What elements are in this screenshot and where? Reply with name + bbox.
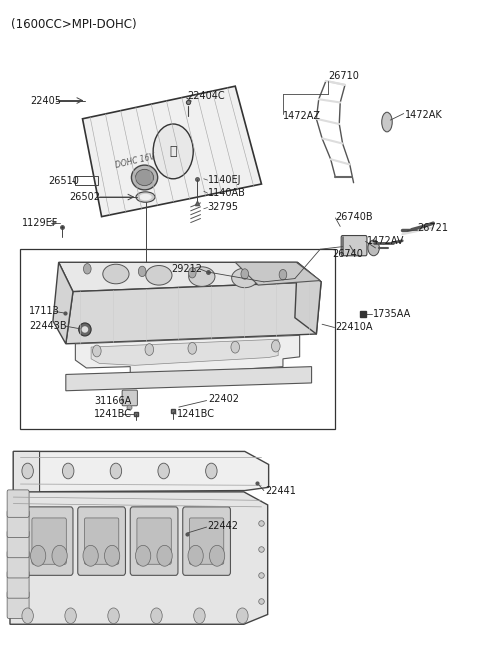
Circle shape <box>241 269 249 279</box>
Text: 22441: 22441 <box>265 485 296 496</box>
Circle shape <box>279 269 287 280</box>
Text: (1600CC>MPI-DOHC): (1600CC>MPI-DOHC) <box>11 18 136 31</box>
Ellipse shape <box>136 192 155 202</box>
Text: 26740: 26740 <box>332 250 363 259</box>
Text: 1472AV: 1472AV <box>366 236 404 246</box>
Text: 31166A: 31166A <box>95 396 132 405</box>
Circle shape <box>194 608 205 624</box>
FancyBboxPatch shape <box>122 390 137 405</box>
Text: 1735AA: 1735AA <box>372 309 411 320</box>
Polygon shape <box>295 262 321 334</box>
Circle shape <box>151 608 162 624</box>
FancyBboxPatch shape <box>7 591 29 618</box>
Circle shape <box>188 546 203 566</box>
Ellipse shape <box>82 326 88 333</box>
Polygon shape <box>59 262 321 291</box>
Ellipse shape <box>146 265 172 285</box>
Circle shape <box>138 266 146 276</box>
Ellipse shape <box>382 112 392 132</box>
Text: 22402: 22402 <box>208 394 239 404</box>
Ellipse shape <box>103 264 129 284</box>
FancyBboxPatch shape <box>341 236 367 255</box>
Circle shape <box>205 463 217 479</box>
Text: 1129EF: 1129EF <box>22 218 58 228</box>
FancyBboxPatch shape <box>78 507 125 575</box>
Circle shape <box>188 343 197 354</box>
FancyBboxPatch shape <box>7 531 29 558</box>
Circle shape <box>135 546 151 566</box>
Circle shape <box>22 463 34 479</box>
Polygon shape <box>13 451 39 494</box>
Ellipse shape <box>79 323 91 336</box>
FancyBboxPatch shape <box>190 518 224 564</box>
Polygon shape <box>91 339 278 365</box>
Text: 22443B: 22443B <box>29 321 67 331</box>
Polygon shape <box>66 367 312 391</box>
Circle shape <box>231 341 240 353</box>
FancyBboxPatch shape <box>32 518 66 564</box>
Text: 26710: 26710 <box>328 71 359 81</box>
FancyBboxPatch shape <box>7 571 29 598</box>
Circle shape <box>31 546 46 566</box>
Circle shape <box>62 463 74 479</box>
Text: 26502: 26502 <box>70 192 101 202</box>
Ellipse shape <box>232 268 258 288</box>
FancyBboxPatch shape <box>25 507 73 575</box>
Circle shape <box>157 546 172 566</box>
Text: 1472AK: 1472AK <box>405 110 443 120</box>
Circle shape <box>145 344 154 356</box>
Text: 1241BC: 1241BC <box>177 409 215 419</box>
Polygon shape <box>13 451 269 492</box>
Circle shape <box>22 608 34 624</box>
Circle shape <box>93 345 101 357</box>
Text: 1241BC: 1241BC <box>95 409 132 419</box>
Text: 22442: 22442 <box>207 521 239 531</box>
Circle shape <box>153 124 193 179</box>
FancyBboxPatch shape <box>7 490 29 517</box>
FancyBboxPatch shape <box>7 510 29 538</box>
Circle shape <box>84 263 91 274</box>
Circle shape <box>110 463 121 479</box>
FancyBboxPatch shape <box>137 518 171 564</box>
Circle shape <box>272 340 280 352</box>
Circle shape <box>209 546 225 566</box>
Text: 26721: 26721 <box>418 223 448 233</box>
Circle shape <box>368 240 379 255</box>
Ellipse shape <box>189 267 215 286</box>
Polygon shape <box>83 86 262 217</box>
Polygon shape <box>66 282 321 344</box>
Text: 22405: 22405 <box>30 96 61 105</box>
Circle shape <box>237 608 248 624</box>
Text: 26510: 26510 <box>48 176 79 186</box>
FancyBboxPatch shape <box>7 551 29 578</box>
FancyBboxPatch shape <box>130 507 178 575</box>
Text: 1140AB: 1140AB <box>207 188 245 198</box>
Circle shape <box>65 608 76 624</box>
Ellipse shape <box>132 165 157 190</box>
Text: 32795: 32795 <box>207 202 239 212</box>
Text: 29212: 29212 <box>171 264 202 274</box>
Text: DOHC 16V: DOHC 16V <box>114 152 156 170</box>
Polygon shape <box>75 335 300 377</box>
Text: 22404C: 22404C <box>188 91 225 101</box>
Circle shape <box>83 546 98 566</box>
Polygon shape <box>10 492 268 624</box>
Text: 26740B: 26740B <box>336 212 373 221</box>
Polygon shape <box>235 262 320 285</box>
Polygon shape <box>53 262 73 344</box>
Text: Ⓗ: Ⓗ <box>169 145 177 158</box>
Text: 1472AZ: 1472AZ <box>283 111 321 121</box>
Circle shape <box>52 546 67 566</box>
Circle shape <box>189 267 196 278</box>
FancyBboxPatch shape <box>183 507 230 575</box>
Ellipse shape <box>139 194 152 200</box>
Text: 1140EJ: 1140EJ <box>207 175 241 185</box>
Text: 17113: 17113 <box>29 306 60 316</box>
Ellipse shape <box>135 170 154 185</box>
Circle shape <box>158 463 169 479</box>
Circle shape <box>108 608 119 624</box>
FancyBboxPatch shape <box>84 518 119 564</box>
Text: 22410A: 22410A <box>336 322 373 333</box>
Circle shape <box>105 546 120 566</box>
